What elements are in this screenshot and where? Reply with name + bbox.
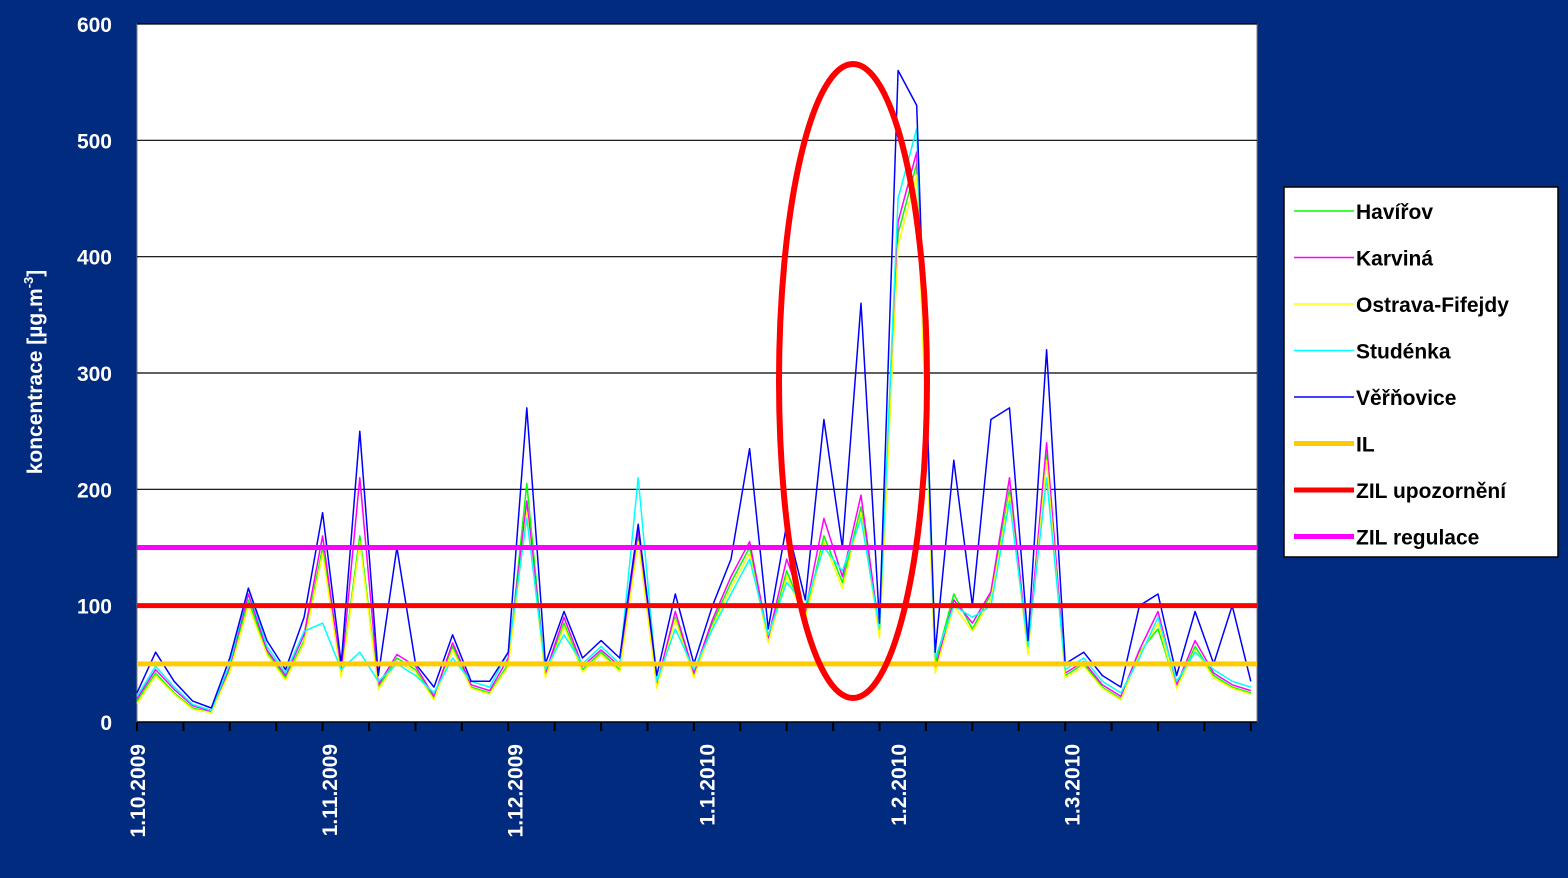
series-3-line <box>136 127 1252 712</box>
x-tick-label: 1.12.2009 <box>504 744 527 837</box>
y-tick-label: 300 <box>77 363 112 386</box>
legend-label: ZIL regulace <box>1356 527 1479 550</box>
legend: Havířov Karviná Ostrava-Fifejdy Studénka Věř… <box>1283 186 1559 558</box>
legend-label: Věřňovice <box>1356 387 1456 410</box>
x-tick-label: 1.11.2009 <box>319 744 342 836</box>
y-tick-label: 200 <box>77 479 112 502</box>
y-tick-label: 400 <box>77 247 112 270</box>
series-2-line <box>136 174 1252 714</box>
legend-label: IL <box>1356 434 1375 457</box>
legend-label: Ostrava-Fifejdy <box>1356 294 1509 317</box>
x-tick-label: 1.10.2009 <box>127 744 150 837</box>
x-tick-label: 1.1.2010 <box>696 744 719 826</box>
y-tick-labels: 0 100 200 300 400 500 600 <box>77 14 112 735</box>
y-tick-label: 100 <box>77 596 112 619</box>
x-tick-label: 1.2.2010 <box>888 744 911 826</box>
y-tick-label: 0 <box>100 712 112 735</box>
y-tick-label: 500 <box>77 130 112 153</box>
y-axis-label: koncentrace [µg.m-3] <box>21 270 47 475</box>
y-tick-label: 600 <box>77 14 112 37</box>
legend-label: Studénka <box>1356 341 1451 364</box>
legend-label: ZIL upozornění <box>1356 480 1507 503</box>
peak-highlight-ellipse <box>776 61 930 701</box>
legend-label: Havířov <box>1356 201 1433 224</box>
x-axis: 1.10.2009 1.11.2009 1.12.2009 1.1.2010 1.2.2… <box>127 721 1257 837</box>
reference-lines <box>137 545 1257 667</box>
legend-label: Karviná <box>1356 248 1433 271</box>
x-tick-label: 1.3.2010 <box>1061 744 1084 826</box>
legend-box <box>1283 186 1559 558</box>
